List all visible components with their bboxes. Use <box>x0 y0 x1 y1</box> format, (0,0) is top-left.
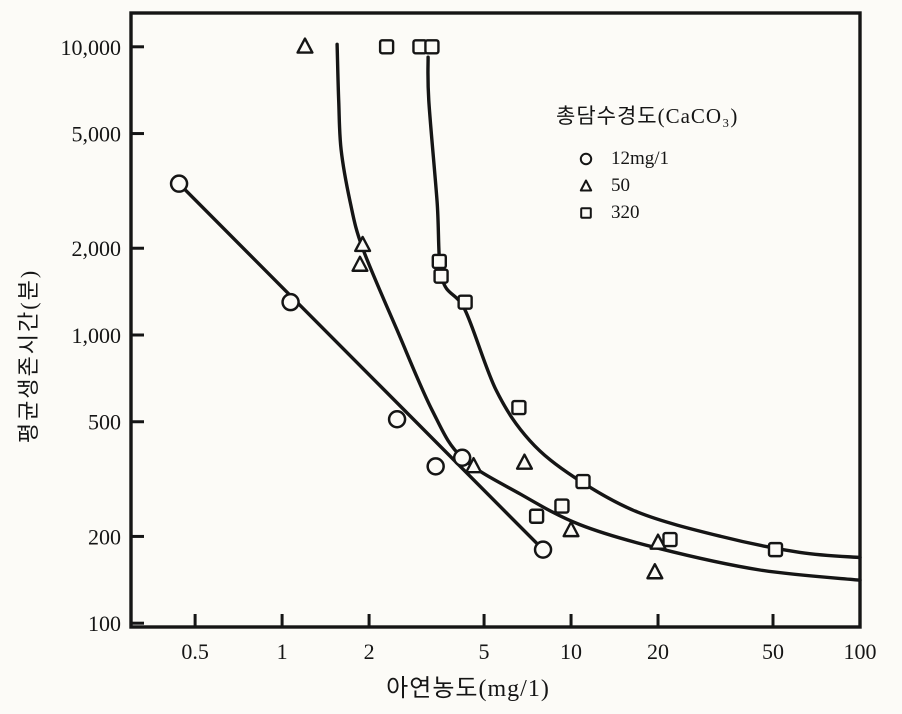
data-point-circle <box>533 540 553 559</box>
x-tick-label: 10 <box>560 639 582 664</box>
y-tick-label: 1,000 <box>72 323 122 348</box>
x-tick-label: 0.5 <box>181 639 209 664</box>
data-point-circle <box>281 292 300 312</box>
data-point-triangle <box>296 37 314 54</box>
data-point-circle <box>387 410 407 429</box>
data-point-square <box>511 399 527 416</box>
y-tick-label: 200 <box>88 524 121 549</box>
data-point-circle <box>426 457 445 476</box>
series-curve-circle <box>177 182 545 552</box>
triangle-marker-icon <box>579 179 593 192</box>
data-point-triangle <box>464 456 483 474</box>
legend-items: 12mg/1 50 320 <box>540 148 738 224</box>
legend: 총담수경도(CaCO₃) 12mg/1 50 320 <box>540 100 738 224</box>
data-point-square <box>378 39 395 55</box>
legend-item-12mg: 12mg/1 <box>578 148 738 170</box>
data-point-triangle <box>351 255 369 272</box>
data-point-triangle <box>646 563 664 580</box>
y-tick-label: 2,000 <box>72 236 122 261</box>
data-point-triangle <box>562 520 580 538</box>
legend-item-label: 320 <box>611 202 640 223</box>
y-axis-title: 평균생존시간(분) <box>16 268 41 444</box>
data-point-square <box>662 531 678 548</box>
data-point-square <box>457 294 473 310</box>
series-curve-triangle <box>335 42 862 582</box>
x-tick-label: 1 <box>277 639 288 664</box>
x-axis-title: 아연농도(mg/1) <box>386 676 550 702</box>
y-tick-label: 100 <box>88 611 121 636</box>
data-point-square <box>424 39 440 55</box>
y-tick-label: 500 <box>88 410 121 435</box>
data-point-square <box>767 541 784 558</box>
data-point-square <box>554 498 570 514</box>
legend-title: 총담수경도(CaCO₃) <box>556 104 739 128</box>
x-tick-label: 100 <box>844 639 877 664</box>
x-tick-label: 20 <box>647 639 669 664</box>
data-point-triangle <box>515 453 534 470</box>
y-tick-label: 10,000 <box>61 35 122 60</box>
data-point-square <box>528 508 545 524</box>
series-curve-square <box>426 55 862 560</box>
legend-item-50: 50 <box>578 175 738 197</box>
data-point-triangle <box>649 533 667 550</box>
data-point-square <box>431 253 448 270</box>
legend-item-label: 12mg/1 <box>611 148 670 169</box>
x-tick-label: 2 <box>364 639 375 664</box>
x-tick-label: 50 <box>762 639 784 664</box>
y-tick-label: 5,000 <box>72 122 122 147</box>
data-point-circle <box>169 174 189 193</box>
data-point-square <box>433 268 449 284</box>
data-point-square <box>575 473 591 490</box>
x-tick-label: 5 <box>479 639 490 664</box>
axes-frame <box>129 11 862 629</box>
square-marker-icon <box>580 207 592 219</box>
data-point-circle <box>452 448 472 468</box>
legend-item-label: 50 <box>611 175 630 196</box>
legend-item-320: 320 <box>578 202 738 224</box>
circle-marker-icon <box>579 152 593 166</box>
data-point-triangle <box>354 235 372 253</box>
